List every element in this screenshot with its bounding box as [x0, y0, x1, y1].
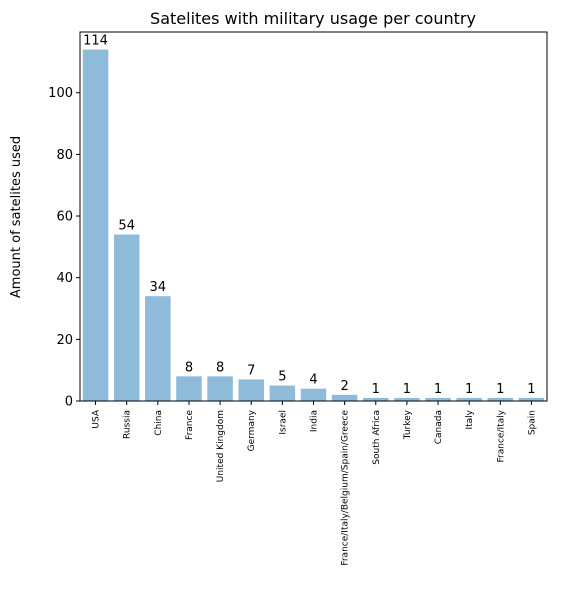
x-tick-label: Israel: [278, 410, 288, 435]
data-label: 34: [150, 280, 167, 295]
data-label: 1: [372, 382, 380, 397]
data-label: 1: [403, 382, 411, 397]
y-tick-label: 20: [56, 333, 73, 348]
data-label: 1: [496, 382, 504, 397]
x-tick-label: United Kingdom: [216, 410, 226, 482]
x-tick-label: Turkey: [403, 409, 413, 440]
x-tick-label: Canada: [434, 410, 444, 444]
data-label: 2: [340, 379, 348, 394]
bar-france-italy: [487, 397, 514, 401]
bar-italy: [456, 397, 482, 401]
data-label: 1: [434, 382, 442, 397]
data-label: 114: [83, 34, 108, 49]
data-label: 5: [278, 370, 286, 385]
x-tick-label: India: [310, 410, 320, 432]
bar-spain: [518, 397, 545, 401]
chart-title: Satelites with military usage per countr…: [150, 9, 476, 28]
y-tick-label: 80: [56, 148, 73, 163]
y-tick-label: 40: [56, 271, 73, 286]
bar-united-kingdom: [207, 376, 233, 401]
x-tick-label: Italy: [465, 409, 475, 429]
x-tick-label: France: [185, 410, 195, 440]
bar-china: [145, 296, 171, 401]
bar-usa: [82, 49, 109, 401]
x-tick-label: Germany: [247, 409, 257, 451]
data-label: 4: [309, 373, 317, 388]
bar-israel: [269, 385, 296, 401]
data-label: 54: [118, 219, 135, 234]
bar-canada: [425, 397, 451, 401]
x-tick-label: Spain: [527, 410, 537, 435]
bar-russia: [113, 234, 140, 401]
x-tick-label: France/Italy/Belgium/Spain/Greece: [341, 410, 351, 566]
data-label: 7: [247, 363, 255, 378]
x-tick-label: Russia: [123, 410, 133, 439]
data-label: 8: [185, 360, 193, 375]
data-label: 1: [465, 382, 473, 397]
plot-frame: [79, 31, 548, 402]
data-label: 8: [216, 360, 224, 375]
y-tick-label: 60: [56, 210, 73, 225]
x-tick-label: China: [154, 410, 164, 436]
bar-turkey: [394, 397, 420, 401]
bar-france: [176, 376, 202, 401]
bar-germany: [238, 379, 264, 401]
bar-france-italy-belgium-spain-greece: [331, 394, 358, 401]
bar-south-africa: [363, 397, 389, 401]
y-axis-label: Amount of satelites used: [9, 136, 24, 298]
x-tick-label: South Africa: [372, 410, 382, 465]
x-tick-label: USA: [92, 409, 102, 428]
y-tick-label: 100: [48, 86, 73, 101]
x-tick-label: France/Italy: [496, 409, 506, 462]
y-tick-label: 0: [65, 395, 73, 410]
bar-india: [300, 388, 327, 401]
data-label: 1: [527, 382, 535, 397]
